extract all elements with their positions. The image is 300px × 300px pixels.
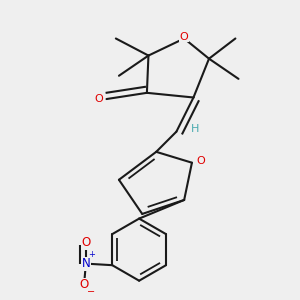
Text: O: O <box>81 236 91 249</box>
Text: O: O <box>80 278 89 291</box>
Text: H: H <box>191 124 199 134</box>
Text: −: − <box>87 286 95 297</box>
Text: N: N <box>82 257 90 270</box>
Text: O: O <box>197 156 206 166</box>
Text: O: O <box>94 94 103 104</box>
Text: +: + <box>88 250 95 259</box>
Text: O: O <box>180 32 188 42</box>
